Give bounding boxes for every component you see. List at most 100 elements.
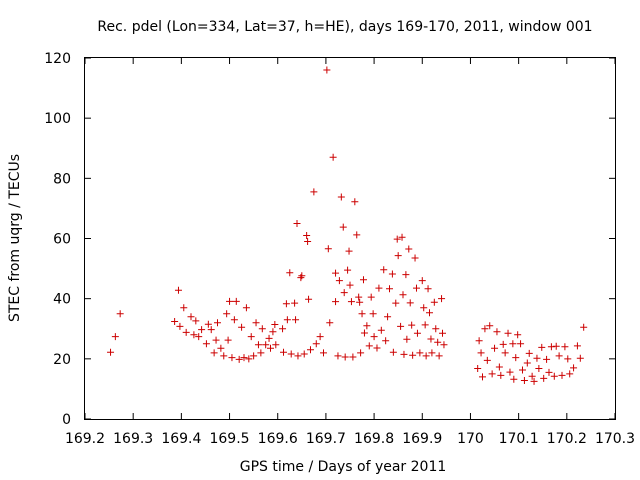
data-point <box>409 351 417 359</box>
data-point <box>370 333 378 341</box>
data-point <box>479 373 486 381</box>
data-point <box>344 266 352 274</box>
data-point <box>341 353 349 361</box>
data-point <box>357 349 365 357</box>
data-point <box>428 349 436 357</box>
data-point <box>291 299 299 307</box>
data-point <box>530 377 538 385</box>
data-point <box>245 355 253 363</box>
data-point <box>292 316 300 324</box>
data-point <box>332 269 340 277</box>
data-point <box>435 352 443 360</box>
data-point <box>356 298 364 306</box>
data-point <box>493 328 501 336</box>
data-point <box>340 289 348 297</box>
data-point <box>258 325 266 333</box>
data-point <box>393 235 401 243</box>
data-point <box>400 350 408 358</box>
data-point <box>355 293 363 301</box>
data-point <box>486 322 494 330</box>
data-point <box>520 376 528 384</box>
data-point <box>214 319 221 327</box>
data-point <box>552 342 560 350</box>
data-point <box>232 297 240 305</box>
data-point <box>212 336 220 344</box>
data-point <box>413 329 421 337</box>
y-tick-label: 80 <box>53 171 71 187</box>
y-axis-label: STEC from uqrg / TECUs <box>7 154 23 322</box>
data-point <box>483 356 491 364</box>
data-point <box>491 344 499 352</box>
x-tick-label: 170.2 <box>547 431 587 447</box>
data-point <box>224 336 232 344</box>
data-point <box>398 233 406 241</box>
data-point <box>306 346 314 354</box>
data-point <box>269 328 277 336</box>
data-point <box>107 348 115 356</box>
data-point <box>116 310 124 318</box>
x-tick-label: 169.3 <box>113 431 153 447</box>
data-point <box>403 335 411 343</box>
data-point <box>335 277 343 285</box>
data-point <box>573 342 581 350</box>
y-tick-label: 60 <box>53 232 71 248</box>
data-point <box>298 272 306 280</box>
y-tick-labels: 0 20 40 60 80 100 120 <box>44 51 71 428</box>
data-point <box>358 310 366 318</box>
data-point <box>297 274 305 282</box>
x-tick-labels: 169.2 169.3 169.4 169.5 169.6 169.7 169.8 169.9… <box>65 431 635 447</box>
data-point <box>349 353 357 361</box>
data-point <box>416 349 424 357</box>
data-point <box>561 343 569 351</box>
data-point <box>518 366 526 374</box>
data-point <box>386 285 394 293</box>
data-point <box>547 343 555 351</box>
data-point <box>351 198 359 206</box>
data-point <box>434 338 442 346</box>
data-point <box>528 372 536 380</box>
data-point <box>287 350 295 358</box>
data-point <box>286 269 294 277</box>
chart-title: Rec. pdel (Lon=334, Lat=37, h=HE), days … <box>97 19 592 35</box>
data-point <box>555 352 563 360</box>
data-point <box>176 322 184 330</box>
data-point <box>235 355 243 363</box>
data-point <box>402 271 410 279</box>
data-point <box>347 298 355 306</box>
data-point <box>377 326 385 334</box>
data-point <box>283 316 291 324</box>
data-point <box>497 371 505 379</box>
data-point <box>304 238 312 246</box>
data-point <box>265 334 273 342</box>
data-point <box>373 344 381 352</box>
data-point <box>240 354 248 362</box>
data-point <box>418 277 426 285</box>
data-point <box>576 354 584 362</box>
x-tick-label: 169.8 <box>354 431 394 447</box>
data-point <box>190 331 198 339</box>
data-point <box>345 247 353 255</box>
data-point <box>223 310 231 318</box>
data-point <box>192 317 200 325</box>
data-point <box>424 285 432 293</box>
data-point <box>303 231 311 239</box>
data-point <box>242 304 250 312</box>
data-point <box>394 252 402 260</box>
data-point <box>533 354 541 362</box>
data-point <box>420 304 428 312</box>
data-point <box>365 342 373 350</box>
x-axis-label: GPS time / Days of year 2011 <box>240 459 447 475</box>
data-point <box>382 337 390 345</box>
data-point <box>510 375 518 383</box>
data-point <box>257 349 265 357</box>
data-point <box>392 299 400 307</box>
y-tick-label: 20 <box>53 352 71 368</box>
data-point <box>329 153 337 161</box>
data-point <box>558 371 566 379</box>
data-point <box>359 276 367 284</box>
axis-ticks <box>84 57 616 420</box>
data-point <box>247 333 255 341</box>
data-point <box>111 333 119 341</box>
data-point <box>320 349 327 357</box>
data-point <box>254 341 262 349</box>
